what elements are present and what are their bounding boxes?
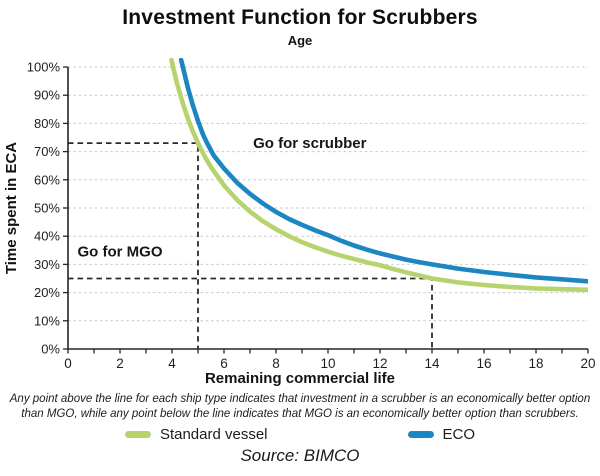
x-tick-label: 18: [528, 356, 543, 371]
y-tick-label: 80%: [34, 116, 60, 131]
legend-item-standard-vessel: Standard vessel: [124, 426, 268, 443]
x-tick-label: 4: [168, 356, 176, 371]
y-axis-title: Time spent in ECA: [3, 142, 20, 274]
curve-standard-vessel: [169, 58, 588, 293]
footnote-line-2: than MGO, while any point below the line…: [21, 408, 579, 421]
y-tick-label: 70%: [34, 144, 60, 159]
y-tick-label: 100%: [27, 60, 61, 75]
callout-dashed-line: [68, 142, 199, 349]
x-tick-label: 20: [580, 356, 595, 371]
footnote-line-1: Any point above the line for each ship t…: [9, 393, 591, 405]
legend-label-eco: ECO: [442, 426, 476, 443]
x-tick-label: 16: [476, 356, 491, 371]
y-tick-label: 10%: [34, 313, 60, 328]
chart-legend: Standard vessel ECO: [0, 426, 600, 443]
chart-plot-area: 0% 10% 20% 30% 40% 50% 60% 70% 80% 90% 100% 0 2 4 6 8 10…: [3, 58, 596, 371]
callout-dashed-line: [68, 277, 433, 349]
x-tick-label: 10: [320, 356, 335, 371]
source-attribution: Source: BIMCO: [240, 446, 360, 465]
x-tick-label: 6: [220, 356, 228, 371]
chart-footnote: Any point above the line for each ship t…: [0, 392, 600, 422]
y-tick-label: 0%: [41, 342, 60, 357]
chart-subtitle: Age: [287, 33, 313, 48]
chart-title: Investment Function for Scrubbers: [122, 6, 478, 29]
y-tick-label: 20%: [34, 285, 60, 300]
y-tick-label: 30%: [34, 257, 60, 272]
legend-label-standard-vessel: Standard vessel: [159, 426, 268, 443]
y-tick-label: 50%: [34, 201, 60, 216]
y-tick-label: 40%: [34, 229, 60, 244]
x-axis-title: Remaining commercial life: [204, 370, 396, 387]
x-tick-label: 0: [64, 356, 72, 371]
x-tick-label: 12: [372, 356, 387, 371]
region-label-go-for-mgo: Go for MGO: [78, 244, 163, 261]
region-label-go-for-scrubber: Go for scrubber: [253, 135, 367, 152]
x-tick-label: 14: [424, 356, 440, 371]
y-tick-label: 60%: [34, 172, 60, 187]
x-tick-label: 2: [116, 356, 124, 371]
y-tick-label: 90%: [34, 88, 60, 103]
legend-item-eco: ECO: [407, 426, 476, 443]
standard-vessel-line-marker-icon: [124, 431, 151, 438]
curve-eco: [178, 58, 588, 284]
x-tick-label: 8: [272, 356, 280, 371]
eco-line-marker-icon: [407, 431, 434, 438]
